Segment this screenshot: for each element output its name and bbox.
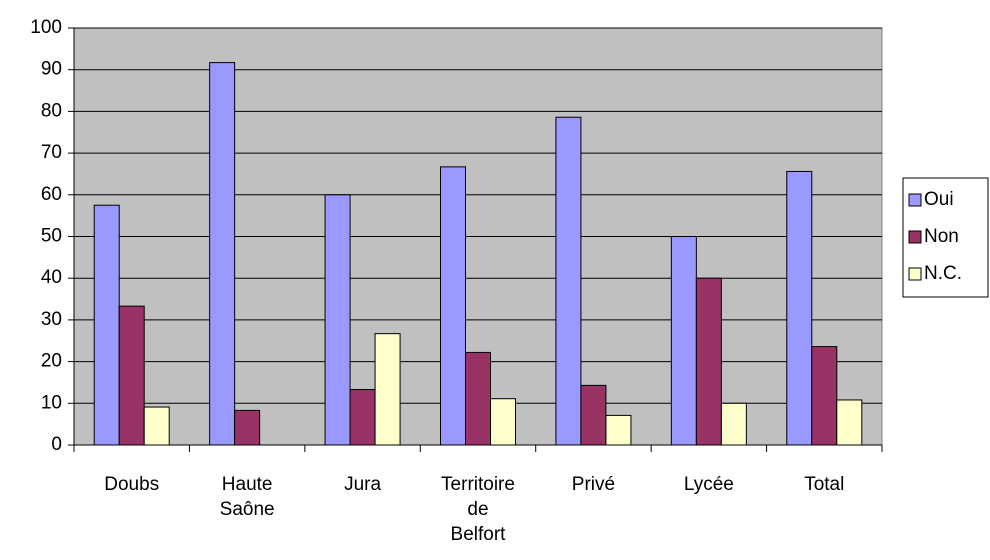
bar bbox=[465, 351, 491, 446]
x-tick-label: Privé bbox=[572, 474, 615, 495]
bar bbox=[605, 414, 632, 446]
y-tick-label: 30 bbox=[41, 309, 62, 330]
y-tick-label: 100 bbox=[30, 17, 62, 38]
y-tick-label: 40 bbox=[41, 267, 62, 288]
bar bbox=[490, 398, 516, 446]
x-tick-label: Jura bbox=[344, 474, 381, 495]
bar bbox=[143, 406, 170, 446]
legend-swatch bbox=[908, 267, 922, 281]
y-tick-label: 80 bbox=[41, 100, 62, 121]
x-tick-label: Total bbox=[804, 474, 844, 495]
x-tick-label: Haute Saône bbox=[220, 474, 275, 520]
y-tick-label: 70 bbox=[41, 142, 62, 163]
bar bbox=[836, 399, 863, 446]
bar bbox=[234, 409, 261, 446]
bar bbox=[670, 236, 697, 446]
bar bbox=[209, 62, 236, 446]
x-tick-label: Lycée bbox=[684, 474, 734, 495]
bar bbox=[324, 194, 351, 446]
bar bbox=[374, 333, 401, 446]
legend-label: N.C. bbox=[924, 263, 962, 284]
bar bbox=[720, 402, 747, 446]
y-tick-label: 50 bbox=[41, 226, 62, 247]
bar bbox=[786, 170, 813, 446]
bar bbox=[555, 116, 582, 446]
y-tick-label: 20 bbox=[41, 351, 62, 372]
bar bbox=[580, 384, 607, 446]
x-tick-label: Territoire de Belfort bbox=[441, 474, 515, 545]
bar bbox=[93, 204, 120, 446]
y-tick-label: 60 bbox=[41, 184, 62, 205]
x-tick-label: Doubs bbox=[104, 474, 159, 495]
legend-label: Non bbox=[924, 226, 959, 247]
bar bbox=[349, 389, 376, 446]
bar bbox=[440, 166, 466, 446]
bar bbox=[118, 305, 145, 446]
y-tick-label: 10 bbox=[41, 392, 62, 413]
bar bbox=[695, 277, 722, 446]
legend-swatch bbox=[908, 193, 922, 207]
bar bbox=[811, 346, 838, 446]
y-tick-label: 0 bbox=[51, 434, 62, 455]
legend-label: Oui bbox=[924, 189, 954, 210]
legend-swatch bbox=[908, 230, 922, 244]
y-tick-label: 90 bbox=[41, 59, 62, 80]
